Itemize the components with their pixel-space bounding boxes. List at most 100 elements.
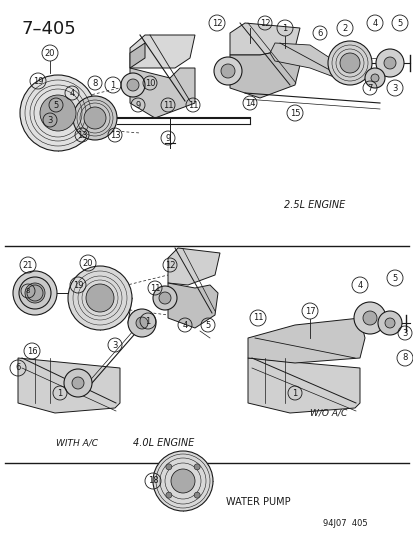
Text: 2.5L ENGINE: 2.5L ENGINE (283, 200, 344, 210)
Polygon shape (247, 358, 359, 413)
Text: 9: 9 (135, 101, 140, 109)
Circle shape (136, 317, 147, 329)
Circle shape (13, 271, 57, 315)
Circle shape (221, 64, 235, 78)
Text: 7: 7 (366, 84, 372, 93)
Circle shape (68, 266, 132, 330)
Text: 4: 4 (182, 320, 187, 329)
Text: 21: 21 (23, 261, 33, 270)
Circle shape (166, 464, 171, 470)
Circle shape (364, 68, 384, 88)
Text: 13: 13 (76, 131, 87, 140)
Polygon shape (269, 43, 354, 83)
Circle shape (370, 74, 378, 82)
Circle shape (194, 464, 199, 470)
Polygon shape (168, 248, 219, 285)
Text: 4: 4 (69, 88, 74, 98)
Text: 9: 9 (165, 133, 170, 142)
Polygon shape (130, 35, 195, 68)
Polygon shape (130, 43, 145, 68)
Text: 5: 5 (396, 19, 402, 28)
Text: 3: 3 (112, 341, 117, 350)
Text: 5: 5 (53, 101, 59, 109)
Circle shape (214, 57, 242, 85)
Text: 8: 8 (26, 288, 30, 294)
Circle shape (20, 75, 96, 151)
Text: 20: 20 (83, 259, 93, 268)
Circle shape (166, 492, 171, 498)
Circle shape (327, 41, 371, 85)
Text: 11: 11 (150, 284, 160, 293)
Text: 12: 12 (211, 19, 222, 28)
Text: 4: 4 (371, 19, 377, 28)
Circle shape (25, 283, 45, 303)
Circle shape (383, 57, 395, 69)
Text: 1: 1 (57, 389, 62, 398)
Polygon shape (168, 283, 218, 328)
Text: 3: 3 (392, 84, 397, 93)
Text: 11: 11 (188, 101, 198, 109)
Circle shape (171, 469, 195, 493)
Text: 10: 10 (145, 78, 155, 87)
Text: 1: 1 (110, 80, 115, 90)
Text: 7–405: 7–405 (22, 20, 76, 38)
Text: 14: 14 (244, 99, 255, 108)
Text: 17: 17 (304, 306, 315, 316)
Circle shape (375, 49, 403, 77)
Polygon shape (247, 318, 364, 363)
Text: 94J07  405: 94J07 405 (322, 519, 367, 528)
Text: 1: 1 (282, 23, 287, 33)
Circle shape (40, 95, 76, 131)
Circle shape (27, 285, 43, 301)
Text: 5: 5 (205, 320, 210, 329)
Polygon shape (18, 358, 120, 413)
Circle shape (121, 73, 145, 97)
Text: WATER PUMP: WATER PUMP (225, 497, 290, 507)
Text: 13: 13 (109, 131, 120, 140)
Text: 18: 18 (147, 477, 158, 486)
Circle shape (19, 277, 51, 309)
Text: 8: 8 (92, 78, 97, 87)
Text: 11: 11 (162, 101, 173, 109)
Text: W/O A/C: W/O A/C (310, 409, 347, 417)
Text: 4.0L ENGINE: 4.0L ENGINE (133, 439, 194, 448)
Circle shape (86, 284, 114, 312)
Circle shape (128, 309, 156, 337)
Text: 19: 19 (33, 77, 43, 85)
Text: 16: 16 (26, 346, 37, 356)
Text: 15: 15 (289, 109, 299, 117)
Text: 3: 3 (47, 116, 52, 125)
Circle shape (339, 53, 359, 73)
Circle shape (153, 451, 212, 511)
Text: 12: 12 (164, 261, 175, 270)
Circle shape (194, 492, 199, 498)
Text: WITH A/C: WITH A/C (55, 439, 97, 448)
Circle shape (377, 311, 401, 335)
Text: 5: 5 (392, 273, 396, 282)
Text: 19: 19 (73, 280, 83, 289)
Text: 1: 1 (292, 389, 297, 398)
Text: 3: 3 (401, 328, 407, 337)
Text: 6: 6 (15, 364, 21, 373)
Circle shape (384, 318, 394, 328)
Circle shape (353, 302, 385, 334)
Circle shape (73, 96, 117, 140)
Circle shape (153, 286, 177, 310)
Circle shape (127, 79, 139, 91)
Text: 2: 2 (342, 23, 347, 33)
Text: 12: 12 (259, 19, 270, 28)
Polygon shape (230, 23, 299, 55)
Circle shape (362, 311, 376, 325)
Text: 6: 6 (316, 28, 322, 37)
Text: 11: 11 (252, 313, 263, 322)
Text: 1: 1 (145, 317, 150, 326)
Circle shape (64, 369, 92, 397)
Polygon shape (130, 68, 195, 118)
Text: 8: 8 (401, 353, 407, 362)
Circle shape (72, 377, 84, 389)
Text: 20: 20 (45, 49, 55, 58)
Circle shape (159, 292, 171, 304)
Polygon shape (230, 48, 299, 98)
Text: 4: 4 (356, 280, 362, 289)
Circle shape (84, 107, 106, 129)
